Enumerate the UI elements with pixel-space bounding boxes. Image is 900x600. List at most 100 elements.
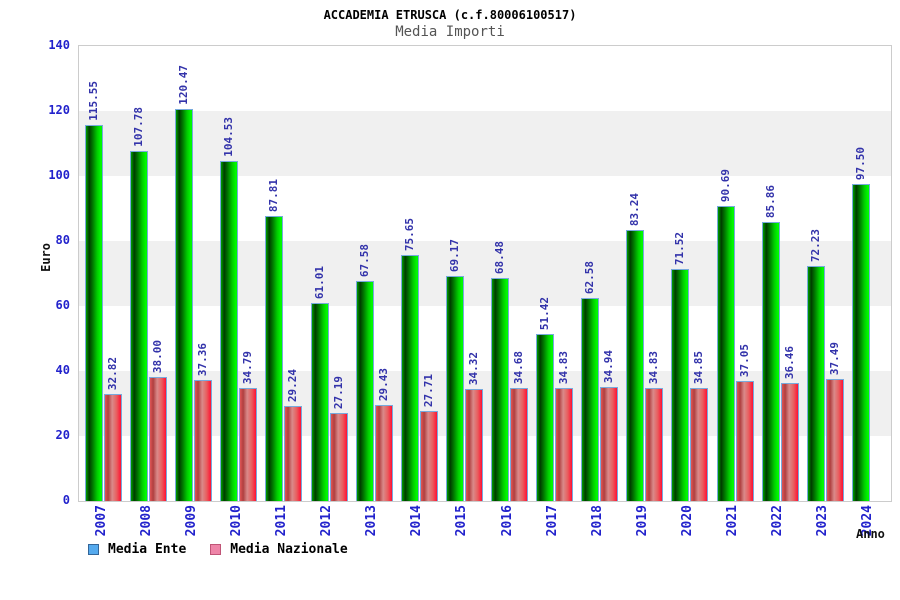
legend-item-media-ente: Media Ente [88,542,186,557]
bar-media-ente [807,266,825,501]
value-label: 34.32 [467,351,480,385]
legend: Media Ente Media Nazionale [88,542,362,557]
x-axis-tick-label: 2010 [229,505,244,537]
bar-media-ente [446,276,464,501]
x-axis-tick-label: 2012 [319,505,334,537]
value-label: 27.19 [332,375,345,409]
value-label: 71.52 [673,231,686,265]
bar-media-ente [491,278,509,501]
value-label: 62.58 [583,260,596,294]
bar-media-nazionale [826,379,844,501]
bar-media-nazionale [284,406,302,501]
bar-media-ente [581,298,599,501]
value-label: 37.05 [738,343,751,377]
value-label: 34.68 [512,350,525,384]
y-tick-label: 80 [55,233,70,247]
x-axis-title: Anno [856,527,885,541]
value-label: 36.46 [783,345,796,379]
x-axis-tick-label: 2019 [635,505,650,537]
y-tick-label: 0 [62,493,70,507]
value-label: 37.36 [196,342,209,376]
bar-media-ente [852,184,870,501]
bar-media-ente [130,151,148,501]
bar-media-nazionale [194,380,212,501]
legend-item-media-nazionale: Media Nazionale [210,542,348,557]
x-axis-tick-label: 2022 [770,505,785,537]
x-axis-tick-label: 2018 [590,505,605,537]
bar-media-nazionale [465,389,483,501]
bar-media-nazionale [690,388,708,501]
value-label: 72.23 [809,228,822,262]
bar-media-nazionale [375,405,393,501]
x-axis-tick-label: 2017 [545,505,560,537]
y-tick-label: 100 [48,168,70,182]
value-label: 32.82 [106,356,119,390]
legend-label: Media Nazionale [230,542,348,557]
x-axis-tick-label: 2008 [139,505,154,537]
x-axis-tick-label: 2015 [454,505,469,537]
y-tick-label: 140 [48,38,70,52]
value-label: 61.01 [313,265,326,299]
value-label: 97.50 [854,146,867,180]
y-tick-label: 60 [55,298,70,312]
value-label: 34.83 [647,350,660,384]
value-label: 83.24 [628,192,641,226]
bar-media-nazionale [736,381,754,501]
x-axis-tick-label: 2007 [94,505,109,537]
value-label: 29.24 [286,368,299,402]
bar-media-ente [85,125,103,501]
x-axis-tick-label: 2014 [409,505,424,537]
bar-media-nazionale [645,388,663,501]
value-label: 69.17 [448,238,461,272]
value-label: 34.83 [557,350,570,384]
value-label: 67.58 [358,243,371,277]
bar-media-nazionale [555,388,573,501]
bar-media-ente [536,334,554,501]
bar-media-nazionale [104,394,122,501]
value-label: 87.81 [267,178,280,212]
legend-label: Media Ente [108,542,187,557]
value-label: 29.43 [377,367,390,401]
bar-media-nazionale [330,413,348,501]
bar-media-ente [671,269,689,501]
y-axis-title: Euro [39,243,53,272]
value-label: 37.49 [828,341,841,375]
bar-media-nazionale [420,411,438,501]
bar-media-ente [356,281,374,501]
bar-media-nazionale [600,387,618,501]
x-axis-tick-label: 2016 [500,505,515,537]
value-label: 120.47 [177,65,190,105]
bar-media-ente [311,303,329,501]
chart-title: ACCADEMIA ETRUSCA (c.f.80006100517) [323,8,577,22]
bar-media-nazionale [510,388,528,501]
plot-area: 115.55 32.82 2007 107.78 38.00 2008 120.47 37.3… [78,45,892,536]
value-label: 38.00 [151,339,164,373]
media-nazionale-swatch-icon [210,544,222,555]
x-axis-tick-label: 2021 [725,505,740,537]
bar-media-nazionale [781,383,799,501]
x-axis-tick-label: 2020 [680,505,695,537]
bar-media-ente [717,206,735,501]
bar-media-nazionale [239,388,257,501]
y-axis: 0 20 40 60 80 100 120 140 [0,38,70,507]
bar-media-ente [265,216,283,501]
value-label: 34.94 [602,349,615,383]
x-axis-tick-label: 2009 [184,505,199,537]
value-label: 90.69 [719,168,732,202]
value-label: 104.53 [222,117,235,157]
bar-media-nazionale [149,377,167,501]
value-label: 75.65 [403,217,416,251]
bar-media-ente [626,230,644,501]
y-tick-label: 120 [48,103,70,117]
x-axis-tick-label: 2023 [815,505,830,537]
value-label: 27.71 [422,373,435,407]
chart-subtitle: Media Importi [395,24,505,40]
value-label: 34.85 [692,350,705,384]
bar-media-ente [175,109,193,501]
bar-media-ente [762,222,780,501]
media-ente-swatch-icon [88,544,99,555]
value-label: 51.42 [538,296,551,330]
value-label: 107.78 [132,107,145,147]
bar-media-ente [220,161,238,501]
y-tick-label: 20 [55,428,70,442]
